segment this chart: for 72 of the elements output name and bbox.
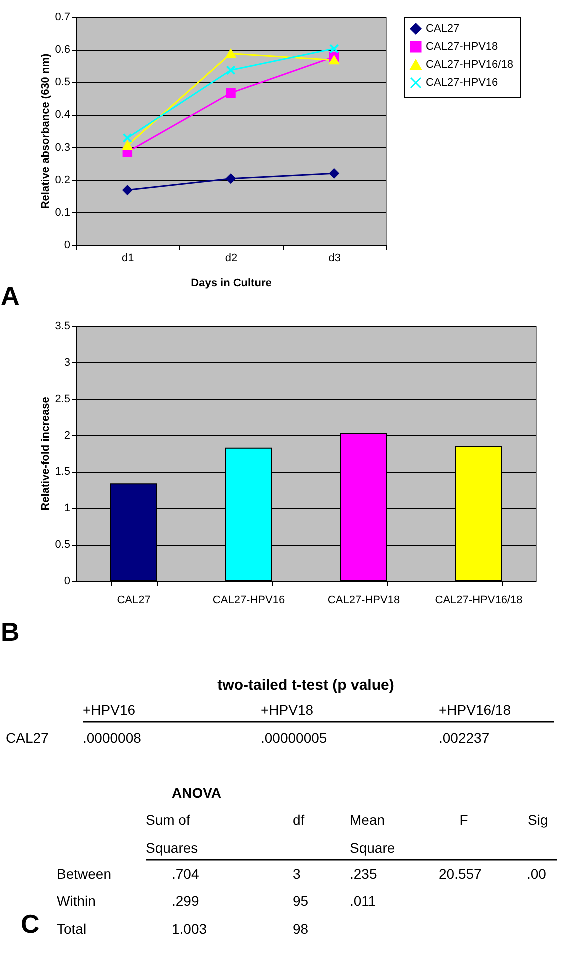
- legend-label: CAL27-HPV16/18: [426, 59, 514, 71]
- y-tick-label: 0.7: [55, 12, 70, 24]
- point: [226, 49, 236, 58]
- x-axis-title: Days in Culture: [191, 278, 272, 290]
- text: Sig: [528, 812, 548, 828]
- point: [226, 66, 236, 76]
- point: [226, 174, 236, 184]
- text: .299: [172, 893, 200, 909]
- y-tick-label: 0.3: [55, 142, 70, 154]
- text: .002237: [439, 730, 490, 746]
- text: 20.557: [439, 866, 482, 882]
- text: CAL27: [6, 730, 50, 746]
- y-axis-title: Relative absorbance (630 nm): [40, 54, 52, 210]
- y-tick-label: 2.5: [55, 393, 70, 406]
- y-tick-label: 1: [64, 502, 70, 515]
- text: F: [460, 812, 468, 828]
- x-tick-label: d3: [328, 252, 341, 264]
- text: Between: [57, 866, 112, 882]
- y-tick-label: 0.6: [55, 44, 70, 56]
- point: [122, 185, 133, 196]
- x-tick-label: CAL27-HPV18: [328, 594, 400, 606]
- x-tick-label: d2: [225, 252, 238, 264]
- text: Mean: [350, 812, 386, 828]
- y-tick-label: 0.5: [55, 76, 70, 89]
- text: Squares: [146, 840, 198, 856]
- text: .704: [172, 866, 200, 882]
- text: +HPV16/18: [439, 702, 512, 718]
- text: ANOVA: [172, 785, 222, 801]
- text: Within: [57, 893, 96, 909]
- x-tick-label: d1: [122, 252, 134, 264]
- point: [122, 133, 133, 144]
- y-tick-label: 0: [64, 576, 70, 588]
- y-tick-label: 1.5: [55, 466, 70, 478]
- text: .00000005: [261, 730, 328, 746]
- x-tick-label: CAL27-HPV16: [212, 594, 286, 606]
- point: [122, 141, 133, 150]
- y-tick-label: 0: [64, 240, 70, 252]
- y-tick-label: 0.1: [55, 206, 70, 219]
- text: 95: [293, 893, 309, 909]
- y-tick-label: 0.4: [55, 109, 70, 122]
- text: 1.003: [172, 921, 208, 937]
- text: C: [21, 909, 40, 939]
- text: Sum of: [146, 812, 190, 828]
- text: .0000008: [83, 730, 142, 746]
- x-tick-label: CAL27: [117, 594, 151, 606]
- text: Total: [57, 921, 87, 937]
- text: 3: [293, 866, 301, 882]
- y-tick-label: 2: [64, 430, 70, 442]
- text: .011: [350, 893, 376, 909]
- legend-label: CAL27: [426, 23, 460, 35]
- point: [226, 88, 236, 98]
- y-tick-label: 0.5: [55, 539, 70, 552]
- legend-label: CAL27-HPV18: [426, 41, 498, 53]
- y-axis-title: Relative-fold increase: [40, 397, 52, 511]
- text: B: [1, 617, 20, 647]
- text: Square: [350, 840, 396, 856]
- text: +HPV16: [83, 702, 136, 718]
- text: +HPV18: [261, 702, 314, 718]
- text: .00: [527, 866, 547, 882]
- legend-label: CAL27-HPV16: [426, 77, 498, 89]
- text: 98: [293, 921, 309, 937]
- y-tick-label: 3: [64, 356, 70, 369]
- y-tick-label: 3.5: [55, 320, 70, 332]
- text: .235: [350, 866, 378, 882]
- point: [329, 168, 340, 179]
- text: df: [293, 812, 305, 828]
- text: two-tailed t-test (p value): [218, 677, 394, 694]
- point: [329, 56, 340, 65]
- text: A: [1, 281, 20, 311]
- y-tick-label: 0.2: [55, 174, 70, 186]
- x-tick-label: CAL27-HPV16/18: [435, 594, 523, 606]
- point: [329, 44, 340, 54]
